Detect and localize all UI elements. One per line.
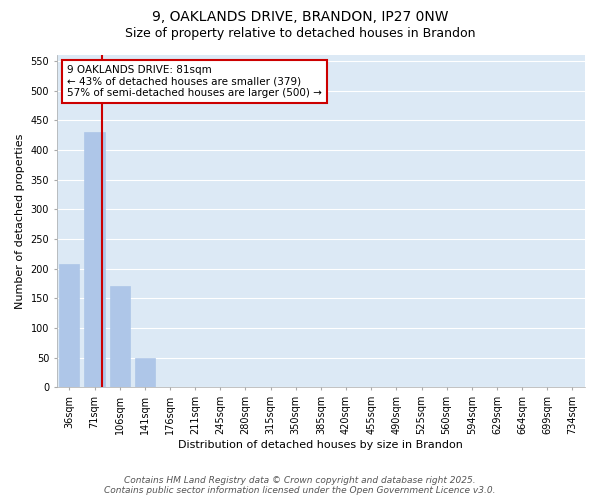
Bar bbox=[110, 286, 130, 388]
Bar bbox=[85, 132, 104, 388]
Bar bbox=[135, 358, 155, 388]
Text: Contains HM Land Registry data © Crown copyright and database right 2025.
Contai: Contains HM Land Registry data © Crown c… bbox=[104, 476, 496, 495]
Text: 9 OAKLANDS DRIVE: 81sqm
← 43% of detached houses are smaller (379)
57% of semi-d: 9 OAKLANDS DRIVE: 81sqm ← 43% of detache… bbox=[67, 65, 322, 98]
Y-axis label: Number of detached properties: Number of detached properties bbox=[15, 134, 25, 309]
X-axis label: Distribution of detached houses by size in Brandon: Distribution of detached houses by size … bbox=[178, 440, 463, 450]
Text: Size of property relative to detached houses in Brandon: Size of property relative to detached ho… bbox=[125, 28, 475, 40]
Bar bbox=[59, 264, 79, 388]
Text: 9, OAKLANDS DRIVE, BRANDON, IP27 0NW: 9, OAKLANDS DRIVE, BRANDON, IP27 0NW bbox=[152, 10, 448, 24]
